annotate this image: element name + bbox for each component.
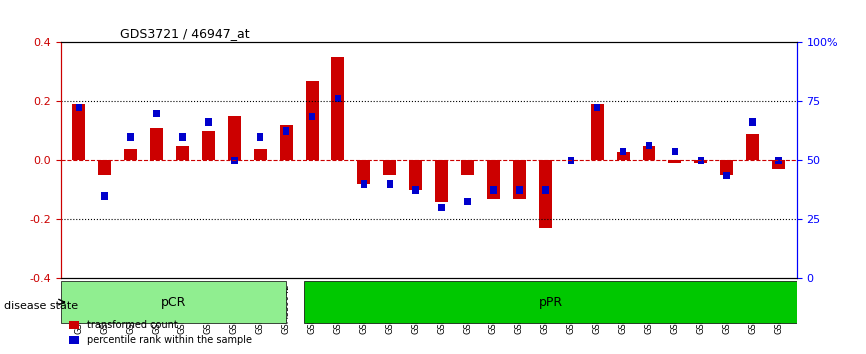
Bar — [412, 186, 419, 194]
Bar — [723, 172, 730, 179]
Bar — [772, 160, 785, 169]
Bar — [461, 160, 474, 175]
Bar — [202, 131, 215, 160]
Bar — [646, 142, 652, 149]
Bar — [98, 160, 111, 175]
Bar — [721, 160, 734, 175]
Text: pPR: pPR — [539, 296, 563, 309]
Bar — [438, 204, 445, 211]
Bar — [695, 160, 708, 164]
Bar — [283, 127, 289, 135]
Bar — [358, 160, 371, 184]
Bar — [513, 160, 526, 199]
Bar — [464, 198, 471, 205]
Bar — [386, 181, 393, 188]
Bar — [749, 119, 756, 126]
Bar — [257, 133, 263, 141]
Bar — [205, 119, 211, 126]
Bar — [620, 148, 626, 155]
Bar — [698, 157, 704, 164]
Legend: transformed count, percentile rank within the sample: transformed count, percentile rank withi… — [66, 316, 255, 349]
Bar — [124, 149, 137, 160]
Bar — [487, 160, 500, 199]
Bar — [254, 149, 267, 160]
Bar — [516, 186, 522, 194]
Bar — [617, 152, 630, 160]
Bar — [594, 104, 600, 111]
Bar — [101, 192, 108, 200]
Bar — [410, 160, 423, 190]
Text: disease state: disease state — [4, 301, 79, 311]
Bar — [306, 81, 319, 160]
Bar — [360, 181, 367, 188]
Bar — [568, 157, 574, 164]
Bar — [75, 104, 82, 111]
Bar — [384, 160, 397, 175]
Bar — [746, 134, 759, 160]
Bar — [643, 146, 656, 160]
Bar — [72, 104, 85, 160]
Bar — [672, 148, 678, 155]
Bar — [176, 146, 189, 160]
Bar — [435, 160, 448, 202]
Bar — [309, 113, 315, 120]
Bar — [542, 186, 548, 194]
Bar — [332, 57, 345, 160]
Bar — [775, 157, 782, 164]
Bar — [179, 133, 185, 141]
Bar — [591, 104, 604, 160]
Bar — [127, 133, 134, 141]
Bar — [335, 95, 341, 102]
Bar — [150, 128, 163, 160]
Text: pCR: pCR — [161, 296, 186, 309]
Text: GDS3721 / 46947_at: GDS3721 / 46947_at — [120, 27, 249, 40]
Bar — [153, 110, 159, 117]
Bar — [304, 281, 797, 323]
Bar — [61, 281, 286, 323]
Bar — [231, 157, 237, 164]
Bar — [228, 116, 241, 160]
Bar — [539, 160, 552, 228]
Bar — [490, 186, 497, 194]
Bar — [280, 125, 293, 160]
Bar — [669, 160, 682, 164]
